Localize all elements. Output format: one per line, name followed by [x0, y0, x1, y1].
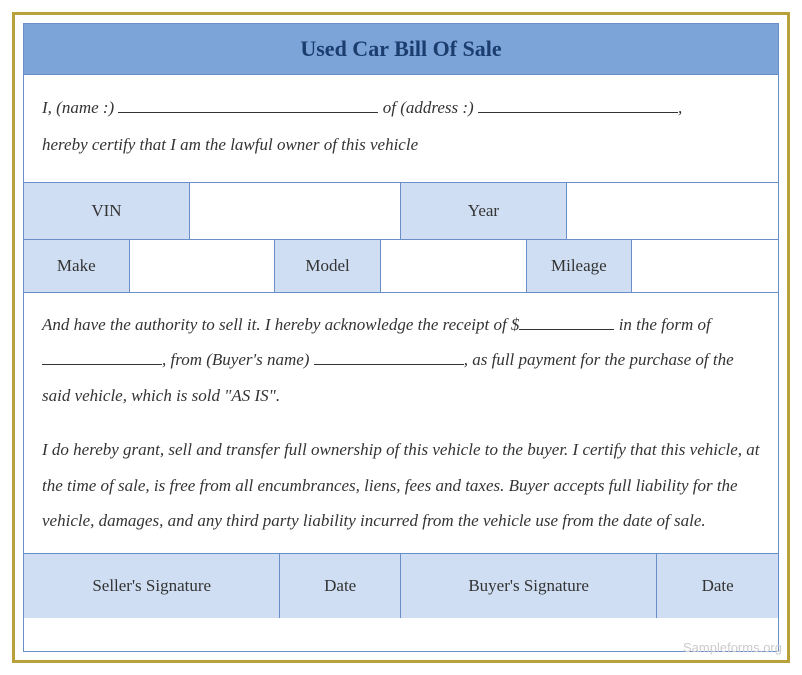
model-label: Model — [275, 240, 381, 292]
p1-b: in the form of — [614, 315, 710, 334]
seller-signature-label[interactable]: Seller's Signature — [24, 554, 280, 618]
outer-border: Used Car Bill Of Sale I, (name :) of (ad… — [12, 12, 790, 663]
certify-prefix: I, (name :) — [42, 98, 118, 117]
form-title: Used Car Bill Of Sale — [24, 24, 778, 75]
payment-form-blank[interactable] — [42, 364, 162, 365]
address-blank[interactable] — [478, 112, 678, 113]
certify-section: I, (name :) of (address :) , hereby cert… — [24, 75, 778, 183]
body-paragraph-1: And have the authority to sell it. I her… — [42, 307, 760, 414]
p1-d: , as full payment for the purchase of th… — [42, 350, 734, 405]
amount-blank[interactable] — [519, 329, 614, 330]
vin-field[interactable] — [190, 183, 401, 239]
body-text: And have the authority to sell it. I her… — [24, 293, 778, 554]
buyer-signature-label[interactable]: Buyer's Signature — [401, 554, 657, 618]
body-paragraph-2: I do hereby grant, sell and transfer ful… — [42, 432, 760, 539]
year-label: Year — [401, 183, 567, 239]
make-field[interactable] — [130, 240, 276, 292]
buyer-date-label[interactable]: Date — [657, 554, 778, 618]
signature-row: Seller's Signature Date Buyer's Signatur… — [24, 554, 778, 618]
seller-date-label[interactable]: Date — [280, 554, 401, 618]
year-field[interactable] — [567, 183, 778, 239]
watermark-text: Sampleforms.org — [683, 640, 782, 655]
make-label: Make — [24, 240, 130, 292]
form-container: Used Car Bill Of Sale I, (name :) of (ad… — [23, 23, 779, 652]
name-blank[interactable] — [118, 112, 378, 113]
certify-line2: hereby certify that I am the lawful owne… — [42, 135, 418, 154]
buyer-name-blank[interactable] — [314, 364, 464, 365]
vin-label: VIN — [24, 183, 190, 239]
certify-mid: of (address :) — [378, 98, 477, 117]
p1-c: , from (Buyer's name) — [162, 350, 314, 369]
certify-suffix: , — [678, 98, 682, 117]
p1-a: And have the authority to sell it. I her… — [42, 315, 519, 334]
mileage-label: Mileage — [527, 240, 633, 292]
make-model-mileage-row: Make Model Mileage — [24, 240, 778, 293]
model-field[interactable] — [381, 240, 527, 292]
mileage-field[interactable] — [632, 240, 778, 292]
vin-year-row: VIN Year — [24, 183, 778, 240]
